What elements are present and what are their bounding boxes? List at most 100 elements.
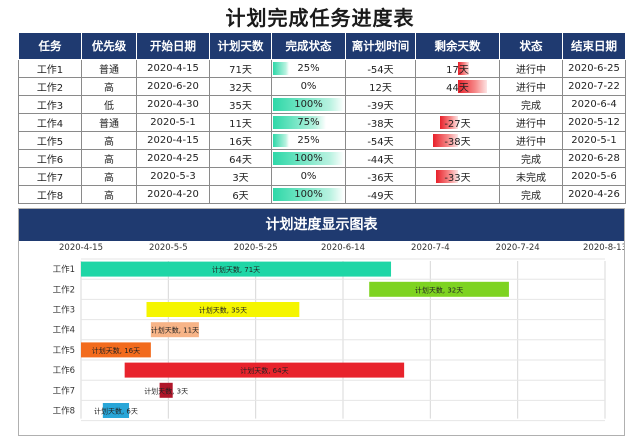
cell-status[interactable]: 完成	[499, 95, 563, 114]
cell-plan-days[interactable]: 3天	[209, 167, 272, 186]
cell-remaining[interactable]: -33天	[415, 167, 500, 186]
cell-completion[interactable]: 25%	[271, 131, 346, 150]
header-plan-days[interactable]: 计划天数	[209, 32, 272, 60]
bar-data-label: 计划天数, 16天	[92, 346, 140, 355]
cell-offset[interactable]: -39天	[345, 95, 416, 114]
bar-data-label: 计划天数, 64天	[240, 366, 288, 375]
cell-priority[interactable]: 普通	[81, 113, 137, 132]
cell-end-date[interactable]: 2020-5-12	[562, 113, 626, 132]
completion-bar	[273, 152, 344, 165]
cell-status[interactable]: 未完成	[499, 167, 563, 186]
cell-completion[interactable]: 25%	[271, 59, 346, 78]
cell-remaining[interactable]: 17天	[415, 59, 500, 78]
cell-start-date[interactable]: 2020-5-1	[136, 113, 210, 132]
cell-task[interactable]: 工作6	[18, 149, 82, 168]
gantt-bar	[102, 403, 130, 418]
cell-completion[interactable]: 75%	[271, 113, 346, 132]
cell-end-date[interactable]: 2020-6-4	[562, 95, 626, 114]
cell-start-date[interactable]: 2020-5-3	[136, 167, 210, 186]
cell-task[interactable]: 工作2	[18, 77, 82, 96]
bar-data-label: 计划天数, 3天	[144, 386, 188, 395]
cell-plan-days[interactable]: 16天	[209, 131, 272, 150]
cell-plan-days[interactable]: 6天	[209, 185, 272, 204]
cell-offset[interactable]: 12天	[345, 77, 416, 96]
cell-start-date[interactable]: 2020-4-15	[136, 131, 210, 150]
cell-offset[interactable]: -44天	[345, 149, 416, 168]
cell-end-date[interactable]: 2020-5-6	[562, 167, 626, 186]
header-end-date[interactable]: 结束日期	[562, 32, 626, 60]
cell-completion[interactable]: 100%	[271, 185, 346, 204]
cell-remaining[interactable]: -38天	[415, 131, 500, 150]
cell-task[interactable]: 工作1	[18, 59, 82, 78]
cell-status[interactable]: 进行中	[499, 131, 563, 150]
cell-status[interactable]: 进行中	[499, 59, 563, 78]
cell-start-date[interactable]: 2020-4-25	[136, 149, 210, 168]
cell-status[interactable]: 进行中	[499, 77, 563, 96]
cell-end-date[interactable]: 2020-5-1	[562, 131, 626, 150]
header-status[interactable]: 状态	[499, 32, 563, 60]
cell-remaining[interactable]: -27天	[415, 113, 500, 132]
completion-text: 75%	[297, 117, 320, 128]
header-start-date[interactable]: 开始日期	[136, 32, 210, 60]
cell-completion[interactable]: 0%	[271, 77, 346, 96]
cell-start-date[interactable]: 2020-4-20	[136, 185, 210, 204]
cell-priority[interactable]: 普通	[81, 59, 137, 78]
header-task[interactable]: 任务	[18, 32, 82, 60]
header-offset[interactable]: 离计划时间	[345, 32, 416, 60]
cell-end-date[interactable]: 2020-7-22	[562, 77, 626, 96]
cell-remaining[interactable]	[415, 149, 500, 168]
cell-remaining[interactable]	[415, 185, 500, 204]
cell-plan-days[interactable]: 32天	[209, 77, 272, 96]
completion-text: 25%	[297, 63, 320, 74]
cell-offset[interactable]: -49天	[345, 185, 416, 204]
cell-priority[interactable]: 高	[81, 149, 137, 168]
cell-priority[interactable]: 高	[81, 131, 137, 150]
cell-end-date[interactable]: 2020-4-26	[562, 185, 626, 204]
category-label: 工作4	[53, 325, 75, 336]
cell-priority[interactable]: 高	[81, 77, 137, 96]
cell-remaining[interactable]: 44天	[415, 77, 500, 96]
header-completion[interactable]: 完成状态	[271, 32, 346, 60]
bar-data-label: 计划天数, 32天	[415, 285, 463, 294]
cell-priority[interactable]: 高	[81, 167, 137, 186]
cell-completion[interactable]: 100%	[271, 149, 346, 168]
table-row: 工作3 低 2020-4-30 35天 100% -39天 完成 2020-6-4	[18, 95, 626, 114]
remaining-bar	[458, 62, 470, 75]
cell-plan-days[interactable]: 71天	[209, 59, 272, 78]
cell-task[interactable]: 工作5	[18, 131, 82, 150]
cell-offset[interactable]: -36天	[345, 167, 416, 186]
completion-text: 100%	[294, 99, 323, 110]
cell-completion[interactable]: 100%	[271, 95, 346, 114]
cell-plan-days[interactable]: 64天	[209, 149, 272, 168]
cell-status[interactable]: 完成	[499, 185, 563, 204]
remaining-bar	[436, 170, 458, 183]
cell-end-date[interactable]: 2020-6-28	[562, 149, 626, 168]
cell-start-date[interactable]: 2020-6-20	[136, 77, 210, 96]
cell-task[interactable]: 工作8	[18, 185, 82, 204]
cell-task[interactable]: 工作7	[18, 167, 82, 186]
cell-task[interactable]: 工作4	[18, 113, 82, 132]
cell-offset[interactable]: -38天	[345, 113, 416, 132]
x-tick-label: 2020-6-14	[321, 243, 365, 253]
cell-start-date[interactable]: 2020-4-15	[136, 59, 210, 78]
cell-offset[interactable]: -54天	[345, 131, 416, 150]
cell-task[interactable]: 工作3	[18, 95, 82, 114]
cell-offset[interactable]: -54天	[345, 59, 416, 78]
cell-priority[interactable]: 高	[81, 185, 137, 204]
header-remaining[interactable]: 剩余天数	[415, 32, 500, 60]
header-priority[interactable]: 优先级	[81, 32, 137, 60]
cell-completion[interactable]: 0%	[271, 167, 346, 186]
cell-plan-days[interactable]: 11天	[209, 113, 272, 132]
cell-priority[interactable]: 低	[81, 95, 137, 114]
cell-remaining[interactable]	[415, 95, 500, 114]
table-row: 工作8 高 2020-4-20 6天 100% -49天 完成 2020-4-26	[18, 185, 626, 204]
cell-start-date[interactable]: 2020-4-30	[136, 95, 210, 114]
cell-plan-days[interactable]: 35天	[209, 95, 272, 114]
cell-status[interactable]: 完成	[499, 149, 563, 168]
cell-status[interactable]: 进行中	[499, 113, 563, 132]
cell-end-date[interactable]: 2020-6-25	[562, 59, 626, 78]
gantt-bar	[124, 362, 405, 378]
remaining-bar	[458, 80, 488, 93]
gantt-bar	[369, 281, 509, 297]
completion-text: 0%	[300, 171, 317, 182]
